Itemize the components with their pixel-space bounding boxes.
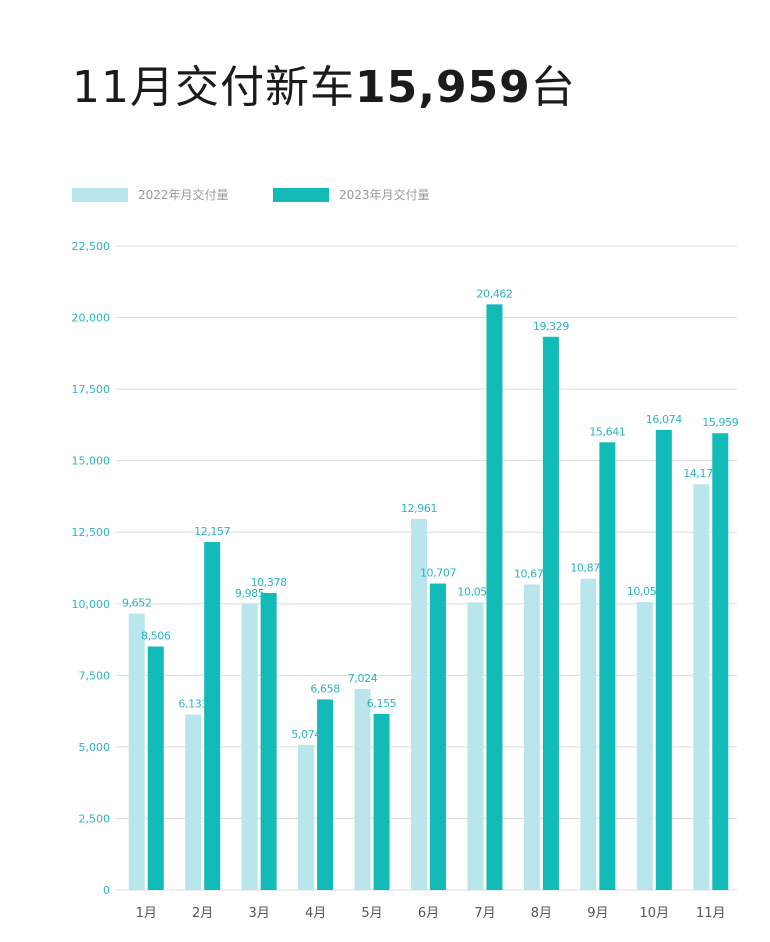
y-tick-label: 22,500 [72,240,111,253]
data-label-2023: 6,155 [367,697,397,710]
x-tick-label: 2月 [192,906,213,921]
legend-label-2023: 2023年月交付量 [339,188,430,202]
y-tick-label: 2,500 [79,812,111,825]
data-label-2023: 20,462 [476,287,512,300]
page-title: 11月交付新车15,959台 [72,58,576,118]
data-label-2022: 9,985 [235,587,265,600]
data-label-2022: 6,131 [178,698,208,711]
x-tick-label: 5月 [361,906,382,921]
bar-2023 [373,713,390,890]
bar-2022 [693,484,710,890]
x-tick-label: 8月 [531,906,552,921]
data-label-2023: 16,074 [646,413,682,426]
data-label-2022: 10,677 [514,567,550,580]
bar-2023 [147,646,164,890]
data-label-2022: 10,059 [627,585,663,598]
legend-item-2022: 2022年月交付量 [72,186,229,203]
x-tick-label: 3月 [248,906,269,921]
bar-2023 [260,592,277,890]
data-label-2023: 6,658 [310,682,340,695]
y-tick-label: 15,000 [72,455,111,468]
data-label-2023: 10,378 [251,576,287,589]
y-tick-label: 17,500 [72,383,111,396]
x-tick-label: 6月 [418,906,439,921]
y-tick-label: 7,500 [79,669,111,682]
y-tick-label: 0 [103,884,110,897]
data-label-2022: 12,961 [401,502,437,515]
bar-2023 [430,583,446,890]
bar-2023 [712,433,729,890]
data-label-2022: 14,178 [683,467,719,480]
bar-2023 [655,429,672,890]
bar-2022 [128,613,145,890]
bar-2022 [354,688,371,890]
data-label-2023: 19,329 [533,320,569,333]
bar-2023 [599,442,616,890]
title-suffix: 台 [530,62,576,113]
bar-2022 [298,744,315,890]
bar-2022 [467,602,484,890]
data-label-2022: 9,652 [122,597,152,610]
data-label-2023: 15,641 [589,425,625,438]
bar-2022 [580,578,597,890]
bar-2022 [523,584,540,890]
data-label-2023: 10,707 [420,567,456,580]
legend-swatch-2022 [72,187,128,202]
title-prefix: 11月交付新车 [72,62,355,113]
data-label-2022: 10,878 [570,562,606,575]
bar-2022 [411,519,427,890]
data-label-2022: 10,052 [457,585,493,598]
y-tick-label: 10,000 [72,598,111,611]
legend-swatch-2023 [273,187,329,202]
y-tick-label: 20,000 [72,312,111,325]
x-tick-label: 9月 [587,906,608,921]
x-tick-label: 10月 [640,906,670,921]
data-label-2023: 8,506 [141,630,171,643]
title-number: 15,959 [355,62,531,113]
y-tick-label: 5,000 [79,741,111,754]
y-tick-label: 12,500 [72,526,111,539]
bar-2023 [486,304,503,890]
bar-2022 [636,602,653,890]
x-tick-label: 7月 [474,906,495,921]
data-label-2023: 12,157 [194,525,230,538]
data-label-2022: 7,024 [348,672,378,685]
bar-2022 [241,604,258,890]
x-tick-label: 1月 [136,906,157,921]
bar-2023 [542,336,559,890]
legend-label-2022: 2022年月交付量 [138,188,229,202]
bar-2023 [317,699,334,890]
data-label-2022: 5,074 [291,728,321,741]
bar-2022 [185,714,202,890]
x-tick-label: 11月 [696,906,726,921]
bar-2023 [204,542,221,890]
data-label-2023: 15,959 [702,416,738,429]
legend-item-2023: 2023年月交付量 [273,186,430,203]
x-tick-label: 4月 [305,906,326,921]
